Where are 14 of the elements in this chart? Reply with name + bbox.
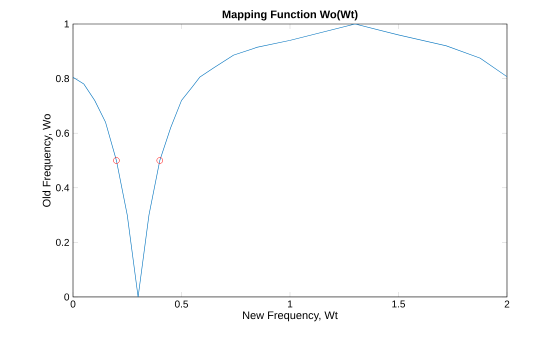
x-tick-label: 1.5 [392, 300, 406, 308]
y-tick-label: 1 [64, 20, 69, 28]
chart-title: Mapping Function Wo(Wt) [222, 10, 358, 20]
y-tick-label: 0.4 [56, 184, 70, 192]
x-tick-label: 2 [504, 300, 510, 308]
y-tick-label: 0.6 [56, 130, 70, 137]
x-axis-title: New Frequency, Wt [243, 311, 338, 322]
x-tick-label: 0 [70, 300, 76, 308]
y-axis-title: Old Frequency, Wo [42, 114, 53, 207]
y-tick-label: 0.2 [56, 238, 69, 246]
x-tick-label: 0.5 [174, 300, 188, 308]
x-tick-label: 1 [288, 300, 292, 308]
y-tick-label: 0 [64, 293, 70, 301]
y-tick-label: 0.8 [56, 75, 70, 82]
